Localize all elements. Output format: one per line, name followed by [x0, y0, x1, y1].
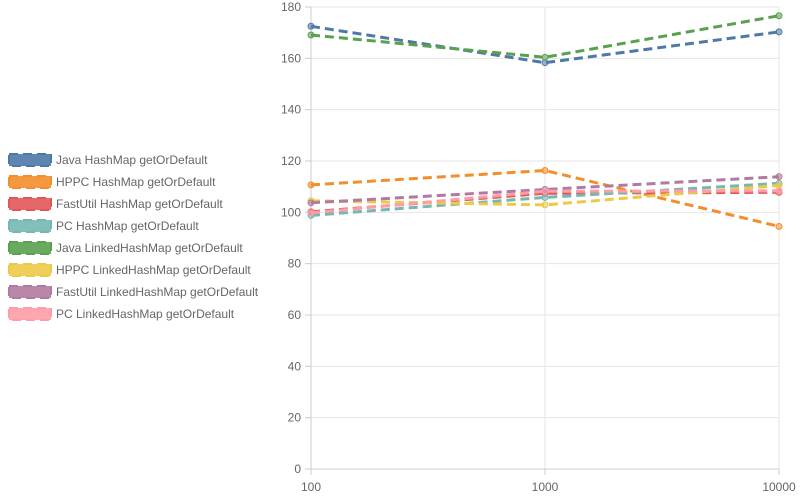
data-point[interactable]	[775, 222, 783, 230]
series-line	[310, 175, 780, 205]
data-point[interactable]	[775, 173, 783, 181]
data-point[interactable]	[307, 209, 315, 217]
legend-swatch	[8, 307, 52, 321]
legend-item-1[interactable]: Java HashMap getOrDefault	[8, 153, 208, 167]
series-line	[310, 24, 780, 65]
legend-item-7[interactable]: FastUtil LinkedHashMap getOrDefault	[8, 285, 259, 299]
data-point[interactable]	[307, 22, 315, 30]
data-point[interactable]	[541, 187, 549, 195]
y-tick-label: 140	[281, 103, 301, 117]
y-tick-label: 0	[294, 462, 301, 476]
grid-lines	[310, 6, 780, 470]
x-tick-label: 1000	[532, 480, 559, 494]
y-tick-label: 120	[281, 154, 301, 168]
legend-item-4[interactable]: PC HashMap getOrDefault	[8, 219, 199, 233]
legend-item-6[interactable]: HPPC LinkedHashMap getOrDefault	[8, 263, 251, 277]
data-point[interactable]	[541, 166, 549, 174]
legend-swatch	[8, 197, 52, 211]
series-line	[310, 169, 780, 228]
y-tick-label: 100	[281, 205, 301, 219]
data-point[interactable]	[775, 12, 783, 20]
legend-item-3[interactable]: FastUtil HashMap getOrDefault	[8, 197, 223, 211]
y-tick-label: 160	[281, 51, 301, 65]
series-line	[310, 14, 780, 59]
legend-swatch	[8, 263, 52, 277]
y-tick-label: 180	[281, 0, 301, 14]
legend-item-5[interactable]: Java LinkedHashMap getOrDefault	[8, 241, 243, 255]
series-5	[307, 12, 783, 61]
legend-item-2[interactable]: HPPC HashMap getOrDefault	[8, 175, 216, 189]
data-point[interactable]	[541, 201, 549, 209]
data-point[interactable]	[307, 31, 315, 39]
y-tick-label: 20	[288, 411, 302, 425]
legend-label: Java LinkedHashMap getOrDefault	[56, 241, 243, 255]
legend-swatch	[8, 241, 52, 255]
series-line	[310, 181, 780, 217]
x-tick-label: 100	[301, 480, 321, 494]
series-2	[307, 166, 783, 230]
legend-swatch	[8, 285, 52, 299]
data-point[interactable]	[307, 181, 315, 189]
series-8	[307, 187, 783, 217]
x-tick-label: 10000	[762, 480, 796, 494]
legend-label: Java HashMap getOrDefault	[56, 153, 208, 167]
legend-item-8[interactable]: PC LinkedHashMap getOrDefault	[8, 307, 235, 321]
y-tick-label: 80	[288, 257, 302, 271]
data-point[interactable]	[307, 199, 315, 207]
series-line	[310, 183, 780, 207]
data-point[interactable]	[541, 193, 549, 201]
legend-label: HPPC LinkedHashMap getOrDefault	[56, 263, 251, 277]
legend-label: PC HashMap getOrDefault	[56, 219, 199, 233]
series-lines	[307, 12, 783, 230]
legend-label: HPPC HashMap getOrDefault	[56, 175, 216, 189]
y-tick-label: 40	[288, 359, 302, 373]
data-point[interactable]	[775, 28, 783, 36]
legend-swatch	[8, 153, 52, 167]
series-1	[307, 22, 783, 67]
legend-label: FastUtil HashMap getOrDefault	[56, 197, 223, 211]
series-line	[310, 189, 780, 215]
legend: Java HashMap getOrDefault HPPC HashMap ge…	[8, 153, 259, 321]
data-point[interactable]	[541, 53, 549, 61]
legend-label: FastUtil LinkedHashMap getOrDefault	[56, 285, 259, 299]
legend-label: PC LinkedHashMap getOrDefault	[56, 307, 235, 321]
axes: 0 20 40 60 80 100 120 140 160 180 100 1000 10000	[281, 0, 796, 494]
y-tick-label: 60	[288, 308, 302, 322]
data-point[interactable]	[775, 187, 783, 195]
legend-swatch	[8, 175, 52, 189]
legend-swatch	[8, 219, 52, 233]
